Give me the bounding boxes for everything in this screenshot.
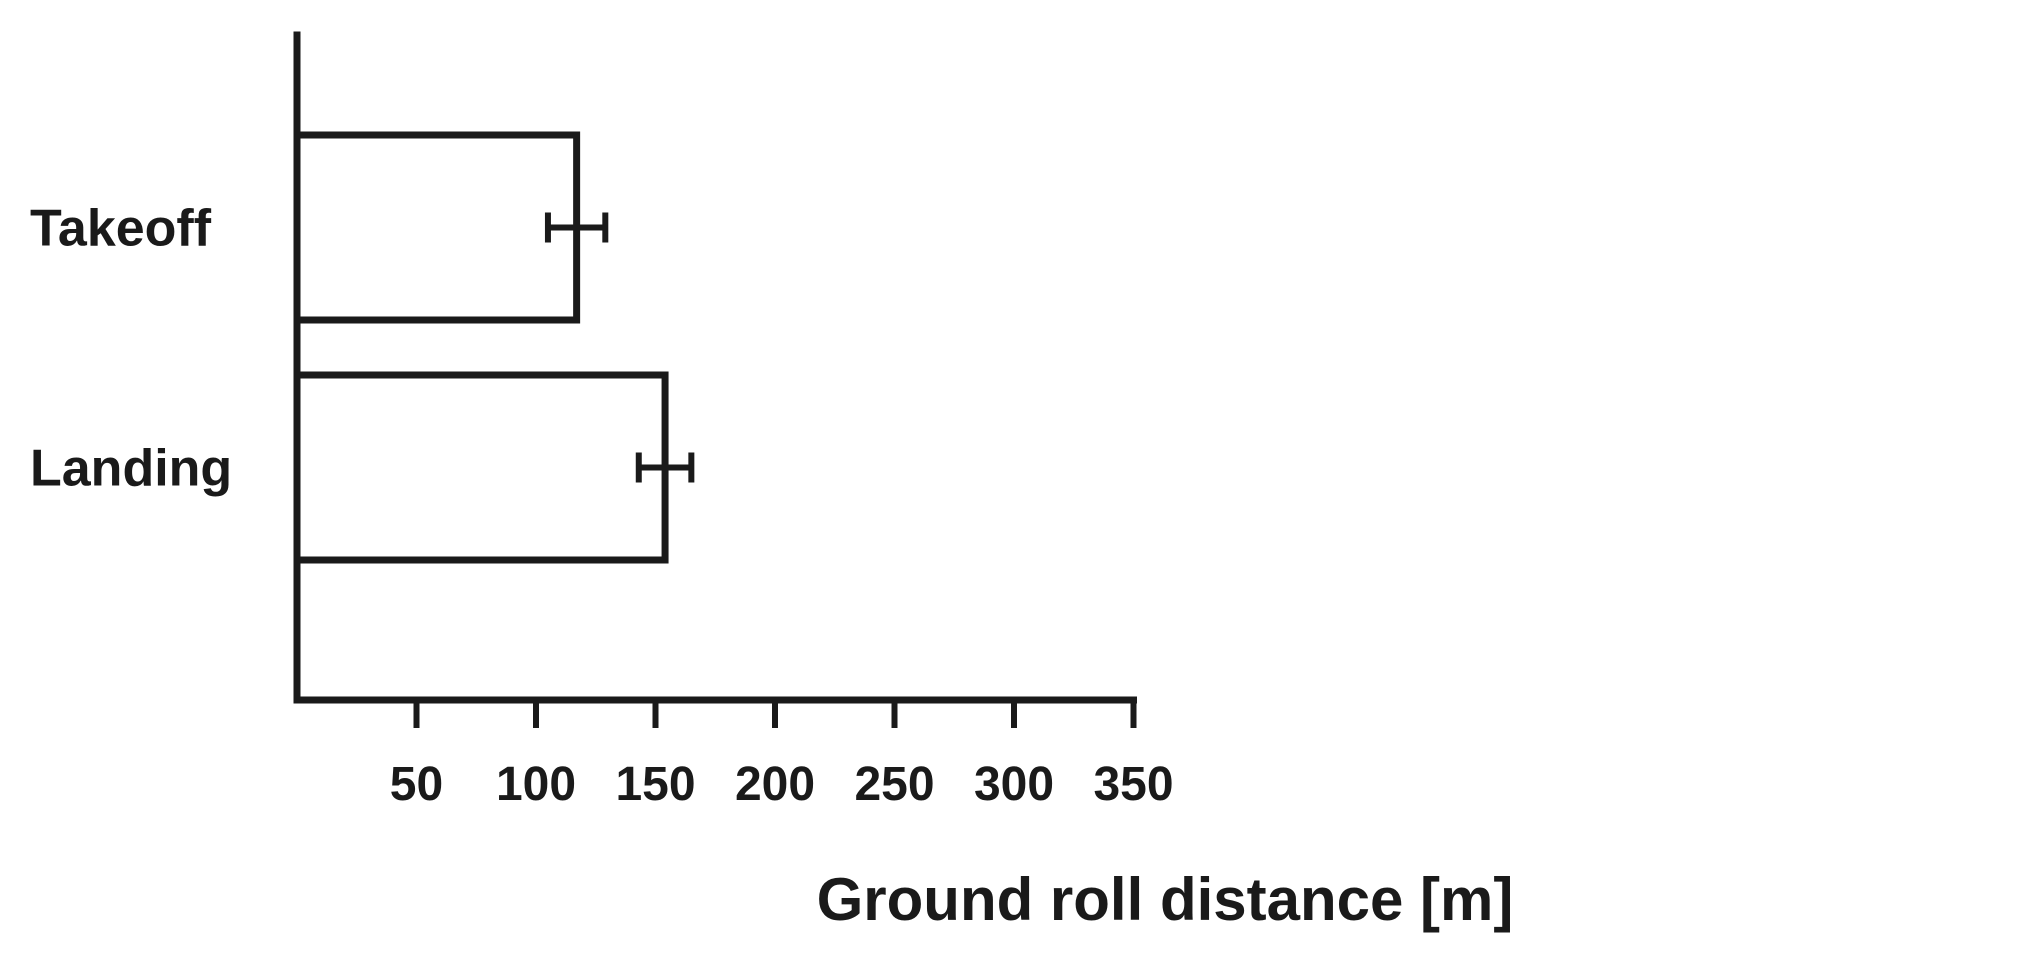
x-tick-label: 150 [615,758,695,811]
x-tick-label: 200 [735,758,815,811]
category-label-landing: Landing [30,440,232,498]
x-tick-label: 50 [390,758,443,811]
error-bars-layer [544,212,695,483]
category-label-takeoff: Takeoff [30,200,212,258]
bar-takeoff [293,131,581,324]
x-tick-label: 350 [1093,758,1173,811]
x-tick-label: 250 [854,758,934,811]
x-ticks-layer: 50 100 150 200 250 300 350 [390,700,1174,811]
bars-layer [293,131,669,564]
bar-landing [293,371,669,564]
x-axis-title: Ground roll distance [m] [817,866,1514,933]
axes-layer [293,31,1137,704]
category-labels-layer: Takeoff Landing [30,200,232,498]
x-tick-label: 300 [974,758,1054,811]
x-tick-label: 100 [496,758,576,811]
